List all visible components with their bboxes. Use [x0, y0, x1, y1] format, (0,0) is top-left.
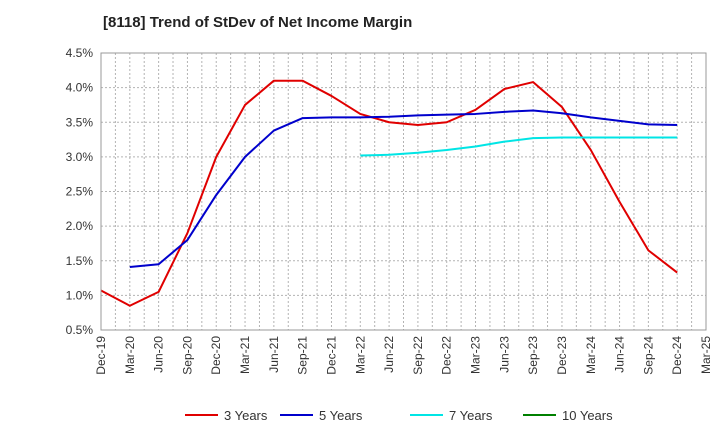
x-tick-label: Jun-23	[497, 336, 511, 373]
x-tick-label: Sep-21	[296, 336, 310, 375]
x-tick-label: Dec-20	[209, 336, 223, 375]
x-tick-label: Mar-21	[238, 336, 252, 374]
x-tick-label: Mar-23	[469, 336, 483, 374]
x-axis: Dec-19 Mar-20 Jun-20 Sep-20 Dec-20 Mar-21 Jun-…	[94, 336, 713, 375]
x-tick-label: Jun-22	[382, 336, 396, 373]
x-tick-label: Mar-25	[699, 336, 713, 374]
y-tick-label: 2.5%	[66, 185, 94, 199]
x-tick-label: Sep-24	[641, 336, 655, 375]
x-tick-label: Sep-22	[411, 336, 425, 375]
x-tick-label: Sep-20	[180, 336, 194, 375]
y-tick-label: 3.5%	[66, 115, 94, 129]
x-tick-label: Mar-20	[123, 336, 137, 374]
x-tick-label: Sep-23	[526, 336, 540, 375]
y-tick-label: 3.0%	[66, 150, 94, 164]
y-tick-label: 4.5%	[66, 46, 94, 60]
legend: 3 Years 5 Years 7 Years 10 Years	[185, 408, 613, 423]
series-line-7-years	[360, 136, 678, 157]
y-axis: 0.5% 1.0% 1.5% 2.0% 2.5% 3.0% 3.5% 4.0% 4.5%	[66, 46, 94, 337]
series-layer	[100, 79, 678, 307]
y-tick-label: 0.5%	[66, 323, 94, 337]
legend-label: 3 Years	[224, 408, 268, 423]
x-tick-label: Jun-21	[267, 336, 281, 373]
x-tick-label: Dec-19	[94, 336, 108, 375]
x-tick-label: Dec-24	[670, 336, 684, 375]
series-line-3-years	[100, 79, 678, 307]
grid-layer	[101, 53, 706, 330]
y-tick-label: 1.5%	[66, 254, 94, 268]
legend-label: 5 Years	[319, 408, 363, 423]
y-tick-label: 4.0%	[66, 81, 94, 95]
y-tick-label: 2.0%	[66, 219, 94, 233]
x-tick-label: Dec-22	[440, 336, 454, 375]
legend-label: 10 Years	[562, 408, 613, 423]
x-tick-label: Dec-23	[555, 336, 569, 375]
x-tick-label: Mar-24	[584, 336, 598, 374]
x-tick-label: Jun-24	[613, 336, 627, 373]
y-tick-label: 1.0%	[66, 288, 94, 302]
plot-frame	[100, 52, 707, 331]
x-tick-label: Dec-21	[324, 336, 338, 375]
chart-title: [8118] Trend of StDev of Net Income Marg…	[103, 14, 413, 31]
x-tick-label: Mar-22	[353, 336, 367, 374]
legend-label: 7 Years	[449, 408, 493, 423]
x-tick-label: Jun-20	[152, 336, 166, 373]
series-line-5-years	[129, 109, 678, 268]
